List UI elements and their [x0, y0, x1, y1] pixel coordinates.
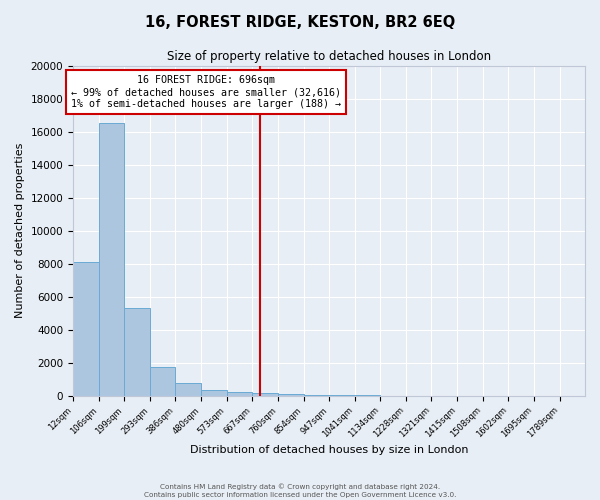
Bar [304, 395, 329, 396]
Bar [201, 390, 227, 396]
Text: Contains HM Land Registry data © Crown copyright and database right 2024.
Contai: Contains HM Land Registry data © Crown c… [144, 484, 456, 498]
Bar [175, 384, 201, 396]
Bar [227, 392, 253, 396]
Text: 16, FOREST RIDGE, KESTON, BR2 6EQ: 16, FOREST RIDGE, KESTON, BR2 6EQ [145, 15, 455, 30]
Title: Size of property relative to detached houses in London: Size of property relative to detached ho… [167, 50, 491, 63]
Bar [253, 393, 278, 396]
Bar [73, 262, 99, 396]
Bar [150, 367, 175, 396]
Bar [99, 124, 124, 396]
Y-axis label: Number of detached properties: Number of detached properties [15, 143, 25, 318]
Text: 16 FOREST RIDGE: 696sqm
← 99% of detached houses are smaller (32,616)
1% of semi: 16 FOREST RIDGE: 696sqm ← 99% of detache… [71, 76, 341, 108]
X-axis label: Distribution of detached houses by size in London: Distribution of detached houses by size … [190, 445, 468, 455]
Bar [124, 308, 150, 396]
Bar [278, 394, 304, 396]
